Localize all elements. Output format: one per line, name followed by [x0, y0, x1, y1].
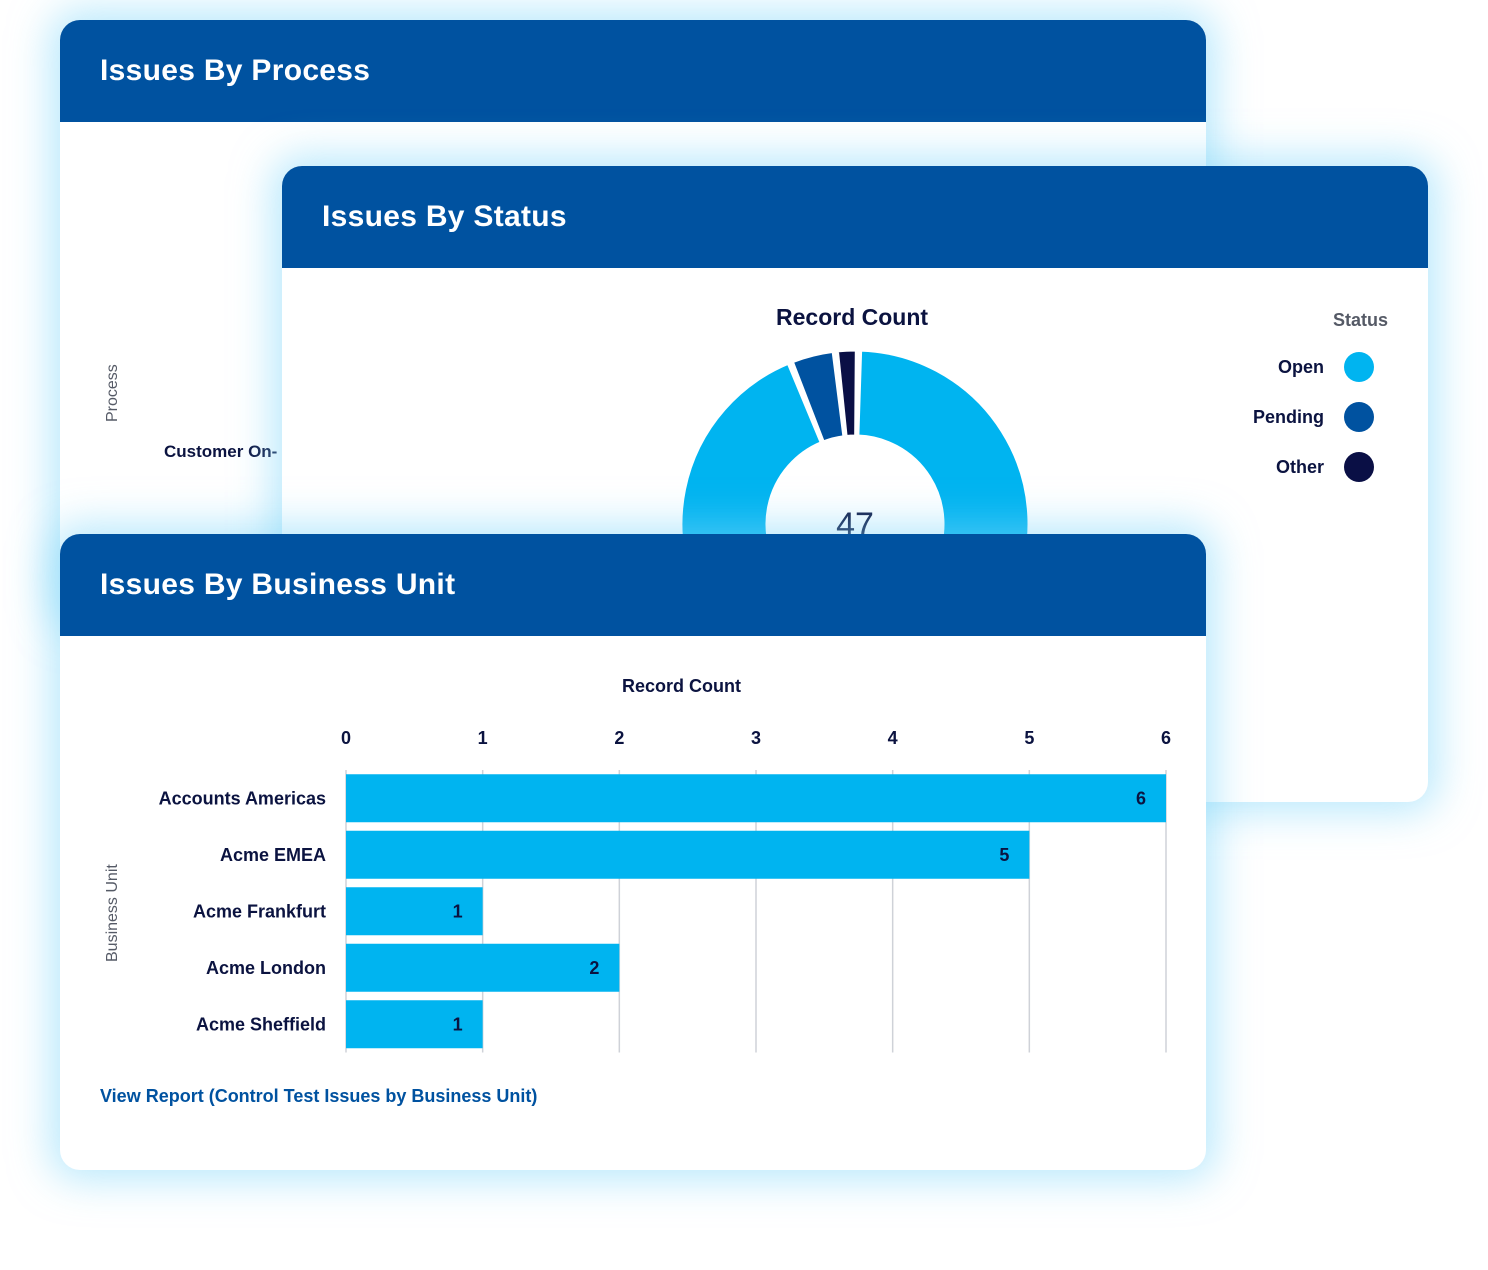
- x-tick-label: 6: [1161, 728, 1171, 748]
- legend-item-open[interactable]: Open: [1278, 352, 1374, 382]
- donut-chart-title: Record Count: [776, 304, 929, 330]
- bar[interactable]: [346, 774, 1166, 823]
- donut-slice-other[interactable]: [835, 348, 858, 439]
- legend-title: Status: [1332, 310, 1388, 330]
- x-tick-label: 5: [1024, 728, 1034, 748]
- legend-item-other[interactable]: Other: [1276, 452, 1374, 482]
- x-tick-label: 2: [614, 728, 624, 748]
- issues-by-business-unit-card: Issues By Business Unit Record Count Bus…: [60, 534, 1206, 1170]
- x-tick-label: 4: [888, 728, 898, 748]
- x-tick-label: 1: [478, 728, 488, 748]
- bar-chart: 0 1 2 3 4 5 6 Accounts Americas 6 Acme EMEA 5 Acme …: [159, 728, 1171, 1053]
- legend-dot-pending: [1344, 402, 1374, 432]
- bar-value-label: 5: [999, 845, 1009, 865]
- legend-item-pending[interactable]: Pending: [1253, 402, 1374, 432]
- donut-slice-pending[interactable]: [790, 349, 846, 444]
- bar-value-label: 2: [589, 958, 599, 978]
- legend-label-other: Other: [1275, 456, 1324, 477]
- category-label: Acme London: [206, 958, 326, 978]
- view-report-link[interactable]: View Report (Control Test Issues by Busi…: [100, 1086, 538, 1106]
- category-label: Accounts Americas: [159, 788, 326, 808]
- process-card-title: Issues By Process: [60, 20, 1206, 122]
- legend-dot-open: [1344, 352, 1374, 382]
- process-axis-label: Process: [104, 364, 121, 422]
- process-row-label: Customer On-: [164, 442, 278, 461]
- business-unit-card-title: Issues By Business Unit: [60, 534, 1206, 636]
- bar[interactable]: [346, 830, 1030, 879]
- bar-value-label: 1: [453, 901, 463, 921]
- legend-dot-other: [1344, 452, 1374, 482]
- bar[interactable]: [346, 1000, 483, 1049]
- bar-value-label: 6: [1136, 788, 1146, 808]
- category-label: Acme EMEA: [220, 845, 326, 865]
- status-card-title: Issues By Status: [282, 166, 1428, 268]
- bar-value-label: 1: [453, 1014, 463, 1034]
- legend-label-open: Open: [1277, 356, 1324, 377]
- bar-x-axis-title: Record Count: [622, 676, 741, 696]
- x-tick-label: 0: [341, 728, 351, 748]
- legend-label-pending: Pending: [1253, 406, 1324, 427]
- x-tick-label: 3: [751, 728, 761, 748]
- bar[interactable]: [346, 943, 620, 992]
- bar[interactable]: [346, 887, 483, 936]
- category-label: Acme Frankfurt: [193, 901, 326, 921]
- category-label: Acme Sheffield: [196, 1014, 326, 1034]
